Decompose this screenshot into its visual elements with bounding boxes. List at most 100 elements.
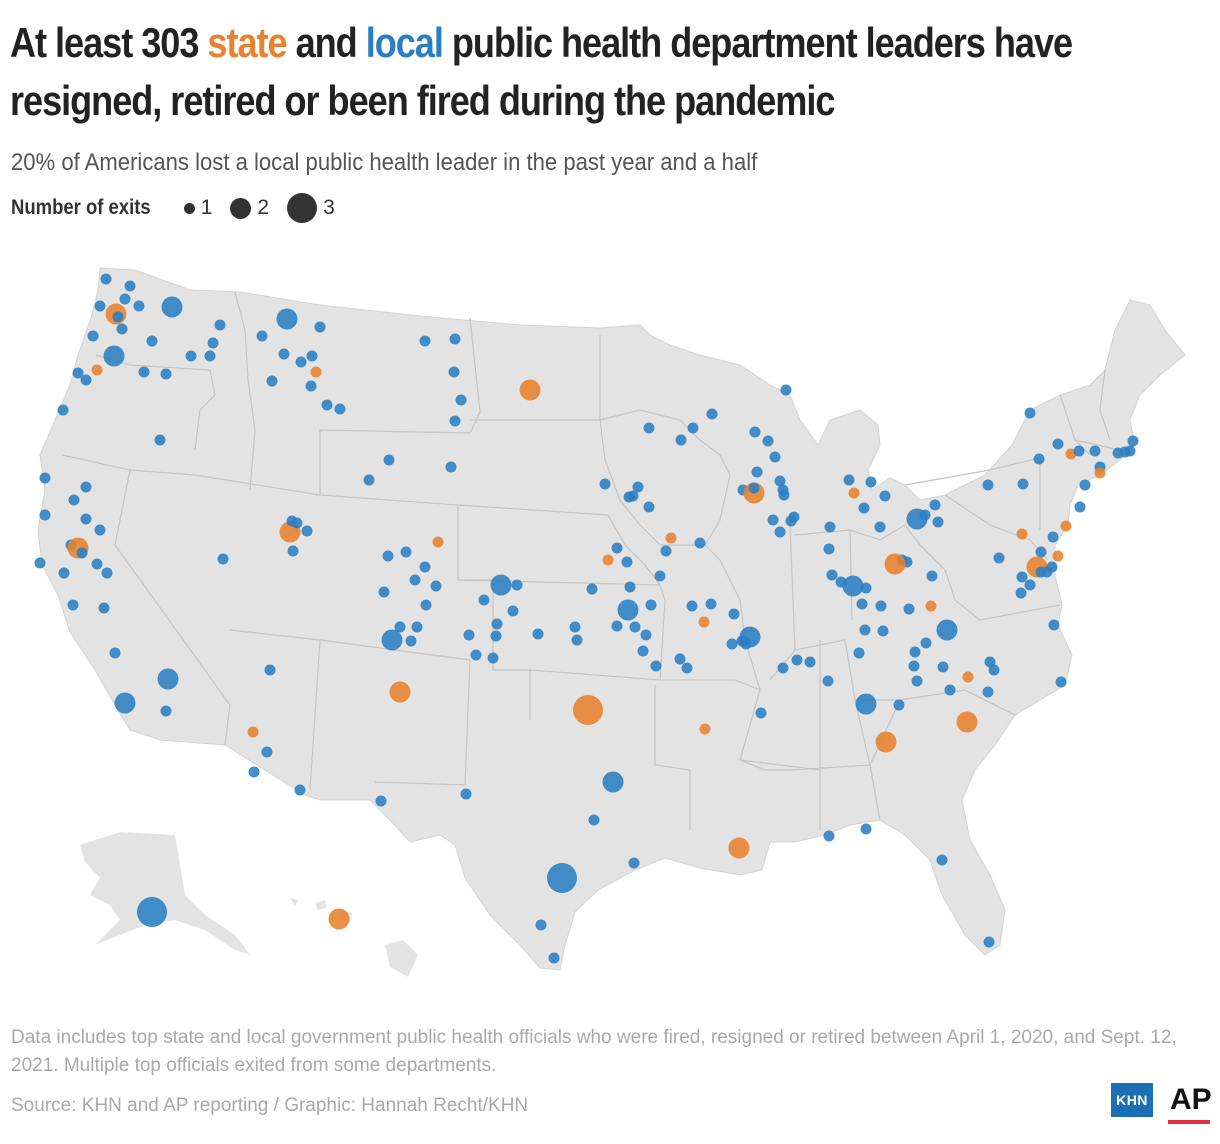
local-exit-dot-215 <box>1015 587 1027 599</box>
local-exit-dot-211 <box>1046 561 1058 573</box>
local-exit-dot-150 <box>879 490 891 502</box>
local-exit-dot-43 <box>39 472 51 484</box>
local-exit-dot-100 <box>617 599 639 621</box>
legend-item-2: 2 <box>230 196 269 220</box>
local-exit-dot-104 <box>569 621 581 633</box>
state-exit-dot-203 <box>1060 520 1072 532</box>
local-exit-dot-219 <box>160 705 172 717</box>
local-exit-dot-112 <box>643 422 655 434</box>
local-exit-dot-82 <box>478 594 490 606</box>
local-exit-dot-39 <box>154 434 166 446</box>
state-exit-dot-184 <box>875 731 897 753</box>
local-exit-dot-176 <box>937 661 949 673</box>
local-exit-dot-228 <box>294 784 306 796</box>
local-exit-dot-172 <box>920 637 932 649</box>
local-exit-dot-23 <box>314 321 326 333</box>
local-exit-dot-134 <box>728 608 740 620</box>
local-exit-dot-156 <box>856 598 868 610</box>
state-exit-dot-243 <box>328 908 350 930</box>
local-exit-dot-105 <box>571 634 583 646</box>
local-exit-dot-95 <box>621 556 633 568</box>
local-exit-dot-234 <box>547 863 577 893</box>
local-exit-dot-62 <box>301 525 313 537</box>
local-exit-dot-89 <box>632 481 644 493</box>
local-exit-dot-36 <box>455 394 467 406</box>
local-exit-dot-20 <box>80 374 92 386</box>
local-exit-dot-232 <box>588 814 600 826</box>
local-exit-dot-145 <box>823 543 835 555</box>
local-exit-dot-142 <box>804 656 816 668</box>
local-exit-dot-72 <box>420 599 432 611</box>
local-exit-dot-15 <box>204 350 216 362</box>
data-note: Data includes top state and local govern… <box>11 1027 1177 1076</box>
local-exit-dot-130 <box>774 526 786 538</box>
local-exit-dot-56 <box>67 599 79 611</box>
local-exit-dot-113 <box>675 434 687 446</box>
local-exit-dot-53 <box>58 567 70 579</box>
ap-logo: AP <box>1170 1083 1212 1116</box>
local-exit-dot-51 <box>76 547 88 559</box>
local-exit-dot-93 <box>660 545 672 557</box>
local-exit-dot-141 <box>791 654 803 666</box>
local-exit-dot-168 <box>926 570 938 582</box>
local-exit-dot-226 <box>261 746 273 758</box>
local-exit-dot-84 <box>491 618 503 630</box>
local-exit-dot-98 <box>694 537 706 549</box>
local-exit-dot-114 <box>687 422 699 434</box>
local-exit-dot-213 <box>1016 571 1028 583</box>
local-exit-dot-181 <box>982 686 994 698</box>
state-exit-dot-28 <box>310 366 322 378</box>
local-exit-dot-155 <box>860 582 872 594</box>
local-exit-dot-85 <box>490 630 502 642</box>
local-exit-dot-118 <box>769 451 781 463</box>
state-exit-dot-133 <box>698 616 710 628</box>
local-exit-dot-149 <box>865 476 877 488</box>
local-exit-dot-27 <box>306 350 318 362</box>
local-exit-dot-178 <box>988 664 1000 676</box>
local-exit-dot-122 <box>748 482 760 494</box>
local-exit-dot-47 <box>80 513 92 525</box>
local-exit-dot-83 <box>507 605 519 617</box>
local-exit-dot-186 <box>1055 676 1067 688</box>
local-exit-dot-54 <box>34 557 46 569</box>
local-exit-dot-2 <box>119 293 131 305</box>
local-exit-dot-224 <box>755 707 767 719</box>
local-exit-dot-144 <box>824 521 836 533</box>
alaska-land <box>80 832 250 955</box>
local-exit-dot-204 <box>1047 531 1059 543</box>
local-exit-dot-48 <box>94 524 106 536</box>
local-exit-dot-87 <box>599 478 611 490</box>
local-exit-dot-71 <box>378 586 390 598</box>
local-exit-dot-19 <box>160 368 172 380</box>
local-exit-dot-68 <box>419 561 431 573</box>
local-exit-dot-110 <box>674 653 686 665</box>
local-exit-dot-239 <box>860 823 872 835</box>
local-exit-dot-46 <box>39 509 51 521</box>
local-exit-dot-116 <box>749 426 761 438</box>
local-exit-dot-35 <box>448 366 460 378</box>
local-exit-dot-191 <box>1052 438 1064 450</box>
chart-subtitle: 20% of Americans lost a local public hea… <box>11 149 758 176</box>
local-exit-dot-216 <box>1048 619 1060 631</box>
khn-logo: KHN <box>1111 1083 1153 1117</box>
local-exit-dot-115 <box>706 408 718 420</box>
local-exit-dot-64 <box>217 553 229 565</box>
local-exit-dot-108 <box>637 645 649 657</box>
local-exit-dot-106 <box>629 621 641 633</box>
local-exit-dot-37 <box>449 415 461 427</box>
local-exit-dot-34 <box>449 333 461 345</box>
local-exit-dot-235 <box>535 919 547 931</box>
state-exit-dot-221 <box>389 681 411 703</box>
land-layer <box>37 267 1186 977</box>
local-exit-dot-140 <box>777 662 789 674</box>
state-exit-dot-96 <box>602 554 614 566</box>
local-exit-dot-151 <box>874 521 886 533</box>
local-exit-dot-22 <box>276 308 298 330</box>
local-exit-dot-214 <box>1024 579 1036 591</box>
local-exit-dot-73 <box>411 621 423 633</box>
state-exit-dot-167 <box>884 553 906 575</box>
local-exit-dot-44 <box>80 481 92 493</box>
local-exit-dot-220 <box>264 664 276 676</box>
local-exit-dot-193 <box>1073 445 1085 457</box>
state-exit-dot-205 <box>1016 528 1028 540</box>
